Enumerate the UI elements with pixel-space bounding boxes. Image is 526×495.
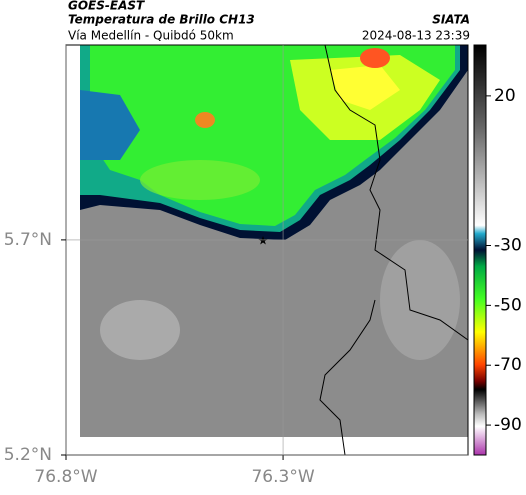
y-tick-label: 5.7°N [4, 230, 52, 250]
y-tick-label: 5.2°N [4, 445, 52, 465]
colorbar-tick-label: -90 [494, 415, 522, 435]
x-tick-label: 76.8°W [34, 467, 97, 487]
title: GOES-EAST [68, 0, 145, 13]
colorbar-tick-label: -50 [494, 295, 522, 315]
colorbar-tick-label: -70 [494, 355, 522, 375]
colorbar [473, 44, 487, 456]
region: Vía Medellín - Quibdó 50km [68, 29, 234, 43]
colorbar-tick-label: 20 [494, 86, 516, 106]
x-tick-label: 76.3°W [251, 467, 314, 487]
timestamp: 2024-08-13 23:39 [362, 29, 470, 43]
source: SIATA [432, 13, 470, 27]
subtitle: Temperatura de Brillo CH13 [68, 13, 255, 27]
colorbar-tick-label: -30 [494, 236, 522, 256]
svg-text:★: ★ [258, 234, 269, 248]
satellite-image: ★ [80, 45, 468, 455]
